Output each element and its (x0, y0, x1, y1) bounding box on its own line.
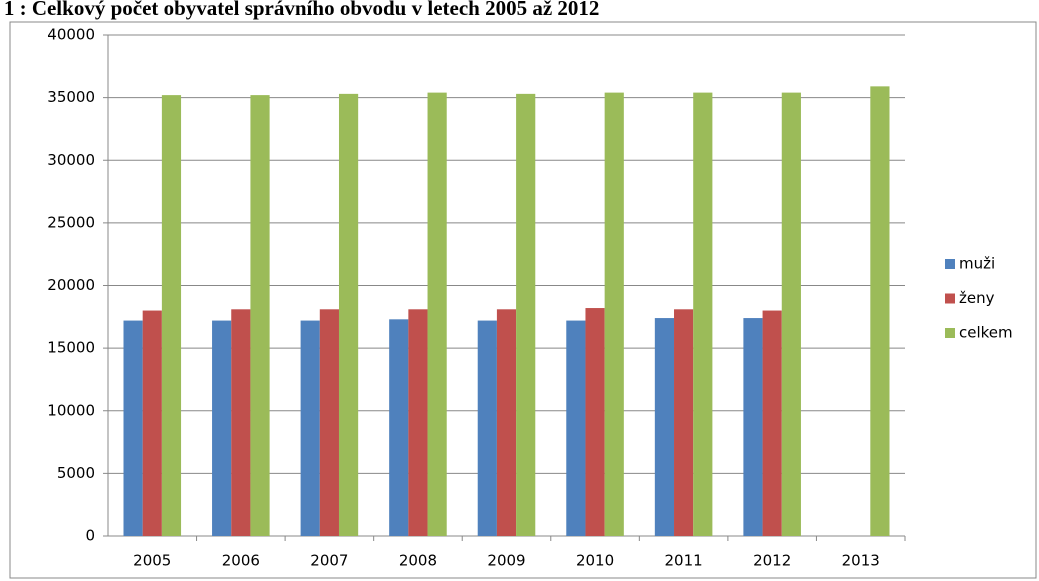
y-tick-label: 5000 (57, 464, 95, 482)
y-tick-label: 40000 (47, 26, 95, 44)
legend-swatch (945, 259, 955, 269)
y-tick-label: 15000 (47, 339, 95, 357)
legend-label: muži (959, 255, 995, 273)
y-tick-label: 35000 (47, 88, 95, 106)
x-tick-label: 2006 (222, 552, 260, 570)
y-tick-label: 0 (85, 527, 95, 545)
x-tick-label: 2011 (665, 552, 703, 570)
bar (123, 320, 143, 536)
bar (585, 308, 605, 536)
bar (300, 320, 320, 536)
bar (231, 309, 251, 536)
bar (743, 318, 763, 536)
bar (693, 92, 713, 537)
y-tick-label: 20000 (47, 276, 95, 294)
bar (516, 93, 536, 537)
bar (389, 319, 409, 536)
x-tick-label: 2007 (310, 552, 348, 570)
bar (408, 309, 428, 536)
x-tick-label: 2009 (487, 552, 525, 570)
legend-label: celkem (959, 324, 1013, 342)
y-tick-label: 25000 (47, 213, 95, 231)
bar (319, 309, 339, 536)
legend-label: ženy (959, 289, 995, 307)
bar (212, 320, 232, 536)
bar (654, 318, 675, 536)
bar (762, 310, 782, 536)
x-tick-label: 2012 (753, 552, 791, 570)
bar (250, 95, 270, 537)
bar (674, 309, 694, 536)
y-tick-label: 30000 (47, 151, 95, 169)
legend-swatch (945, 293, 955, 304)
bar (781, 92, 801, 537)
y-tick-label: 10000 (47, 401, 95, 419)
bar (338, 93, 359, 537)
x-tick-label: 2005 (133, 552, 171, 570)
x-tick-label: 2008 (399, 552, 437, 570)
bar (161, 95, 182, 537)
bar (142, 310, 162, 536)
legend-swatch (945, 328, 955, 338)
bar (496, 309, 517, 536)
x-tick-label: 2010 (576, 552, 614, 570)
chart-title: č. 1 : Celkový počet obyvatel správního … (0, 0, 599, 20)
bar (566, 320, 586, 536)
bar (870, 86, 890, 536)
x-tick-label: 2013 (842, 552, 880, 570)
bar (477, 320, 497, 536)
bar (427, 92, 447, 537)
bar (604, 92, 624, 537)
